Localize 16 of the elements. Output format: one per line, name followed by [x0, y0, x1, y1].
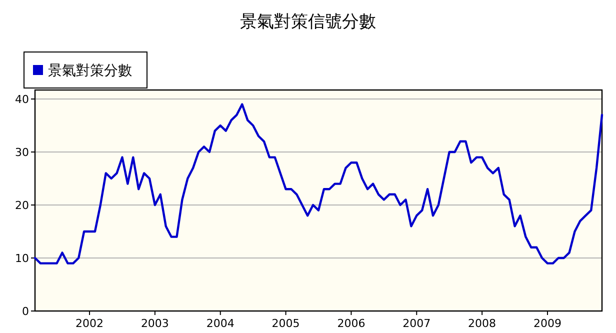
y-tick-label: 40 [15, 93, 29, 106]
x-tick-label: 2007 [402, 317, 431, 330]
y-tick-label: 0 [22, 305, 29, 318]
x-tick-label: 2005 [272, 317, 300, 330]
chart-title: 景氣對策信號分數 [240, 12, 376, 32]
x-tick-label: 2004 [206, 317, 234, 330]
x-tick-label: 2003 [140, 317, 169, 330]
y-tick-label: 10 [15, 252, 29, 265]
legend-label: 景氣對策分數 [48, 63, 132, 79]
x-tick-label: 2009 [533, 317, 562, 330]
x-tick-label: 2006 [337, 317, 366, 330]
y-tick-label: 20 [15, 199, 29, 212]
y-tick-label: 30 [15, 146, 29, 160]
x-tick-label: 2008 [468, 317, 496, 330]
x-tick-label: 2002 [76, 317, 104, 330]
line-series [34, 103, 604, 264]
